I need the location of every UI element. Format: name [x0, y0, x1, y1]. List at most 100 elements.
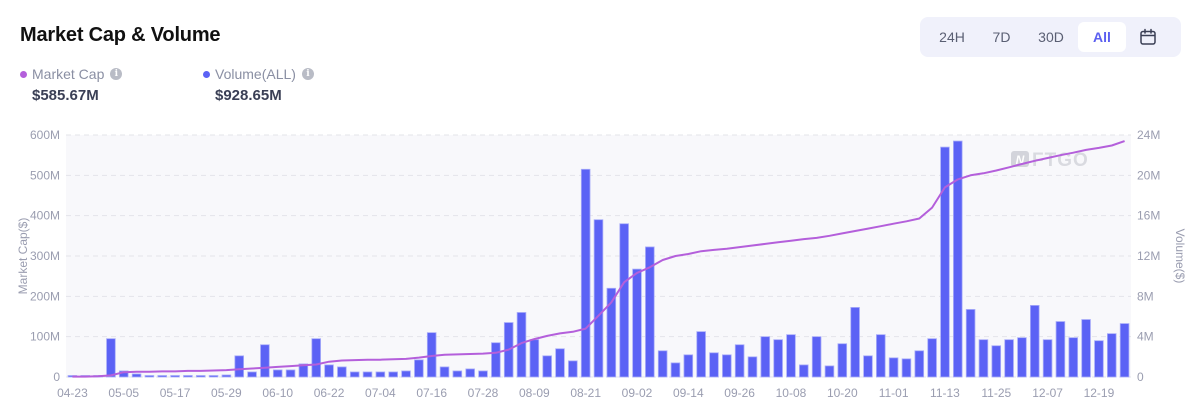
- volume-bar[interactable]: [337, 366, 347, 378]
- volume-bar[interactable]: [401, 370, 411, 378]
- volume-bar[interactable]: [1017, 337, 1027, 378]
- volume-bar[interactable]: [170, 375, 180, 378]
- volume-bar[interactable]: [118, 370, 129, 378]
- volume-bar[interactable]: [157, 375, 167, 378]
- volume-bar[interactable]: [555, 348, 565, 378]
- x-tick: 05-29: [211, 386, 242, 400]
- volume-bar[interactable]: [657, 350, 668, 378]
- volume-bar[interactable]: [503, 322, 514, 378]
- volume-bar[interactable]: [696, 331, 706, 378]
- volume-bar[interactable]: [516, 312, 527, 378]
- volume-bar[interactable]: [195, 375, 206, 378]
- y-tick-right: 16M: [1137, 209, 1160, 223]
- volume-bar[interactable]: [837, 343, 848, 378]
- volume-bar[interactable]: [298, 363, 309, 378]
- volume-bar[interactable]: [850, 307, 860, 378]
- volume-bar[interactable]: [247, 371, 257, 378]
- volume-bar[interactable]: [940, 146, 950, 378]
- volume-bar[interactable]: [632, 268, 642, 378]
- y-axis-label-right: Volume($): [1173, 229, 1187, 284]
- volume-bar[interactable]: [183, 375, 193, 378]
- info-icon[interactable]: i: [110, 68, 123, 80]
- volume-bar[interactable]: [439, 366, 450, 378]
- volume-bar[interactable]: [773, 339, 783, 378]
- volume-bar[interactable]: [876, 334, 886, 378]
- volume-bar[interactable]: [1094, 340, 1104, 378]
- volume-bar[interactable]: [888, 357, 899, 378]
- volume-bar[interactable]: [349, 371, 360, 378]
- volume-bar[interactable]: [799, 364, 809, 378]
- volume-bar[interactable]: [67, 375, 78, 378]
- volume-bar[interactable]: [722, 354, 732, 378]
- volume-bar[interactable]: [811, 336, 822, 378]
- volume-bar[interactable]: [734, 344, 745, 378]
- volume-bar[interactable]: [375, 371, 386, 378]
- volume-bar[interactable]: [901, 358, 912, 378]
- volume-bar[interactable]: [1106, 333, 1117, 378]
- volume-bar[interactable]: [1042, 339, 1053, 378]
- range-all-button[interactable]: All: [1078, 22, 1126, 52]
- y-tick-left: 100M: [30, 330, 60, 344]
- volume-bar[interactable]: [311, 338, 321, 378]
- x-tick: 08-21: [570, 386, 601, 400]
- volume-bar[interactable]: [1030, 305, 1040, 378]
- range-7d-button[interactable]: 7D: [992, 29, 1011, 45]
- volume-bar[interactable]: [388, 371, 398, 378]
- volume-bar[interactable]: [426, 332, 437, 378]
- volume-bar[interactable]: [1068, 337, 1079, 378]
- x-tick: 06-10: [262, 386, 293, 400]
- volume-bar[interactable]: [709, 352, 719, 378]
- market-cap-line-path[interactable]: [72, 140, 1125, 378]
- range-30d-button[interactable]: 30D: [1038, 29, 1064, 45]
- volume-bar[interactable]: [234, 355, 244, 378]
- volume-bar[interactable]: [965, 309, 976, 378]
- volume-bar[interactable]: [863, 355, 873, 378]
- volume-bar[interactable]: [568, 360, 578, 378]
- volume-bar[interactable]: [131, 373, 142, 378]
- volume-bar[interactable]: [221, 374, 232, 378]
- volume-bar[interactable]: [619, 223, 629, 378]
- volume-bar[interactable]: [1119, 323, 1130, 378]
- volume-bar[interactable]: [953, 140, 963, 378]
- volume-bar[interactable]: [683, 354, 694, 378]
- volume-bar[interactable]: [580, 168, 591, 378]
- volume-bar[interactable]: [606, 287, 617, 378]
- volume-bar[interactable]: [491, 342, 501, 378]
- volume-bar[interactable]: [760, 336, 771, 378]
- volume-bar[interactable]: [593, 219, 604, 378]
- volume-bar[interactable]: [106, 338, 116, 378]
- volume-bar[interactable]: [324, 364, 334, 378]
- volume-bar[interactable]: [465, 368, 475, 378]
- volume-bar[interactable]: [529, 339, 540, 378]
- volume-bar[interactable]: [452, 370, 463, 378]
- volume-bar[interactable]: [824, 365, 835, 378]
- volume-bar[interactable]: [747, 356, 758, 378]
- y-axis-label-left: Market Cap($): [16, 218, 30, 295]
- volume-bar[interactable]: [260, 344, 270, 378]
- volume-bar[interactable]: [285, 369, 296, 378]
- volume-bar[interactable]: [414, 359, 424, 378]
- volume-bar[interactable]: [786, 334, 796, 378]
- volume-bar[interactable]: [978, 339, 989, 378]
- calendar-button[interactable]: [1126, 22, 1170, 52]
- volume-bar[interactable]: [991, 345, 1002, 378]
- info-icon[interactable]: i: [301, 68, 314, 80]
- volume-bar[interactable]: [478, 370, 488, 378]
- volume-bar[interactable]: [144, 375, 155, 378]
- volume-bar[interactable]: [1081, 319, 1091, 378]
- volume-bar[interactable]: [272, 369, 283, 378]
- volume-bar[interactable]: [1004, 339, 1014, 378]
- volume-bar[interactable]: [542, 355, 552, 378]
- volume-bar[interactable]: [645, 246, 655, 378]
- range-24h-button[interactable]: 24H: [939, 29, 965, 45]
- volume-bar[interactable]: [927, 338, 937, 378]
- volume-bar[interactable]: [208, 375, 219, 378]
- x-tick: 11-25: [981, 386, 1011, 400]
- volume-bar[interactable]: [914, 350, 925, 378]
- volume-bar[interactable]: [80, 375, 91, 378]
- volume-bar[interactable]: [1055, 321, 1066, 378]
- volume-bar[interactable]: [362, 371, 373, 378]
- volume-bar[interactable]: [670, 362, 681, 378]
- volume-bar[interactable]: [93, 375, 103, 378]
